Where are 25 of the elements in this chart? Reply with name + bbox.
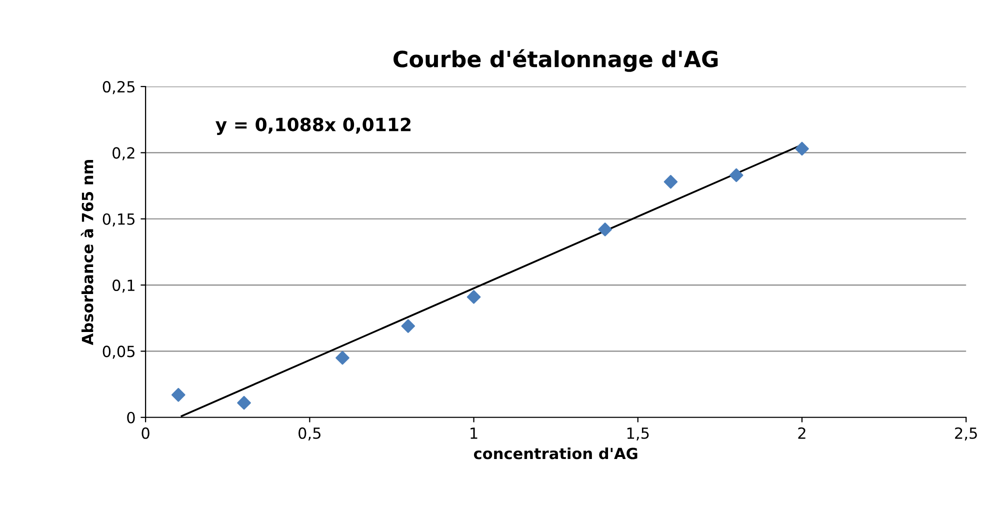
point [171, 388, 186, 402]
point [466, 290, 481, 304]
point [237, 396, 251, 410]
x-axis-title: concentration d'AG [474, 447, 638, 460]
point [729, 168, 744, 182]
y-tick-label: 0,05 [102, 346, 135, 359]
point [598, 222, 612, 236]
point [336, 350, 350, 365]
annotation: y = 0,1088x 0,0112 [216, 118, 410, 135]
chart-title: Courbe d'étalonnage d'AG [394, 49, 718, 72]
x-tick-label: 0 [142, 427, 150, 439]
y-tick-label: 0 [127, 412, 135, 424]
y-tick-label: 0,1 [112, 280, 134, 293]
point [401, 319, 416, 333]
point [795, 142, 809, 156]
y-tick-label: 0,15 [102, 213, 135, 226]
y-tick-label: 0,2 [112, 147, 134, 160]
x-tick-label: 2,5 [955, 427, 977, 440]
x-tick-label: 0,5 [298, 427, 320, 440]
x-tick-label: 2 [798, 427, 806, 439]
y-tick-label: 0,25 [102, 80, 135, 94]
x-tick-label: 1 [470, 428, 478, 439]
x-tick-label: 1,5 [627, 428, 649, 440]
y-axis-title: Absorbance à 765 nm [80, 160, 94, 346]
point [664, 174, 678, 189]
